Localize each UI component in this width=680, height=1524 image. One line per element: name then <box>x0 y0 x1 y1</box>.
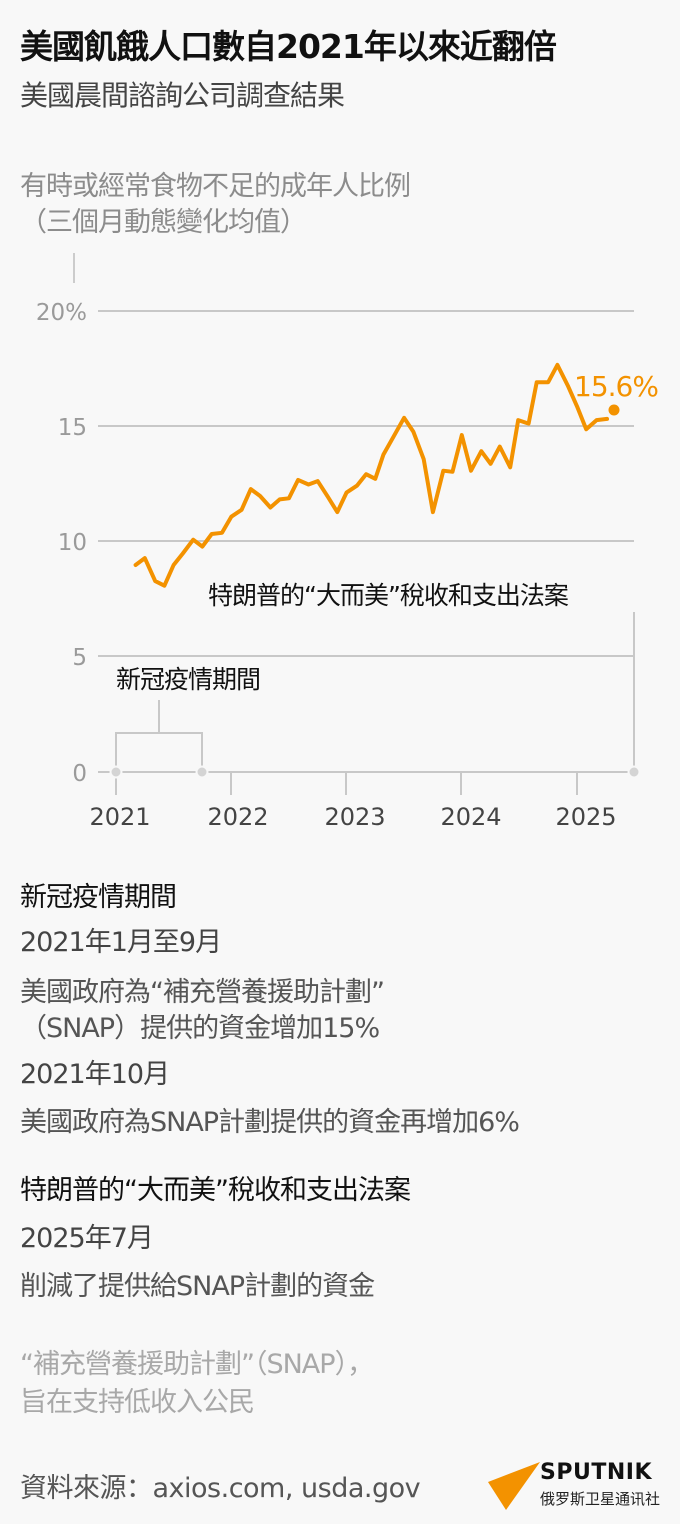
note-covid-date1: 2021年1月至9月 <box>20 927 222 958</box>
covid-bracket <box>115 700 203 772</box>
line-chart: 20% 15 10 5 0 2021 2022 2023 2024 2025 特… <box>36 253 659 831</box>
last-value-label: 15.6% <box>574 370 658 403</box>
y-axis-title: 有時或經常食物不足的成年人比例 <box>20 171 411 202</box>
annotation-covid-label: 新冠疫情期間 <box>116 665 260 694</box>
gridlines <box>98 310 634 773</box>
y-axis-title-note: （三個月動態變化均值） <box>20 207 307 238</box>
note-covid-title: 新冠疫情期間 <box>20 882 177 913</box>
page-title: 美國飢餓人口數自2021年以來近翻倍 <box>20 27 557 66</box>
snap-note-line1: “補充營養援助計劃”（SNAP）， <box>20 1349 374 1380</box>
axis-markers <box>109 765 641 779</box>
x-tick-labels: 2021 2022 2023 2024 2025 <box>89 803 616 831</box>
snap-note-line2: 旨在支持低收入公民 <box>20 1387 255 1418</box>
note-trump-title: 特朗普的“大而美”稅收和支出法案 <box>20 1175 411 1206</box>
note-trump-date: 2025年7月 <box>20 1223 154 1254</box>
y-tick-15: 15 <box>58 415 87 441</box>
y-tick-5: 5 <box>72 645 87 671</box>
note-covid-desc1-line1: 美國政府為“補充營養援助計劃” <box>20 977 385 1008</box>
x-tick-2025: 2025 <box>555 803 616 831</box>
x-tick-2024: 2024 <box>440 803 501 831</box>
sputnik-arrow-icon <box>488 1462 540 1510</box>
x-tick-2022: 2022 <box>207 803 268 831</box>
note-covid-desc1-line2: （SNAP）提供的資金增加15% <box>20 1013 380 1044</box>
x-tick-2023: 2023 <box>324 803 385 831</box>
source-text: 資料來源：axios.com, usda.gov <box>20 1473 421 1504</box>
y-tick-labels: 20% 15 10 5 0 <box>36 300 87 787</box>
annotation-trump-label: 特朗普的“大而美”稅收和支出法案 <box>208 581 569 610</box>
y-tick-0: 0 <box>72 761 87 787</box>
sputnik-logo: SPUTNIK 俄罗斯卫星通讯社 <box>488 1460 668 1512</box>
y-tick-10: 10 <box>58 530 87 556</box>
x-ticks <box>115 772 578 795</box>
data-line <box>133 362 609 588</box>
note-covid-date2: 2021年10月 <box>20 1059 170 1090</box>
note-covid-desc2: 美國政府為SNAP計劃提供的資金再增加6% <box>20 1107 520 1138</box>
note-trump-desc: 削減了提供給SNAP計劃的資金 <box>20 1271 375 1302</box>
y-tick-20: 20% <box>36 300 87 326</box>
page-subtitle: 美國晨間諮詢公司調查結果 <box>20 79 345 112</box>
last-point-dot <box>608 404 620 416</box>
logo-subtitle: 俄罗斯卫星通讯社 <box>540 1490 661 1508</box>
logo-name: SPUTNIK <box>540 1460 652 1485</box>
x-tick-2021: 2021 <box>89 803 150 831</box>
